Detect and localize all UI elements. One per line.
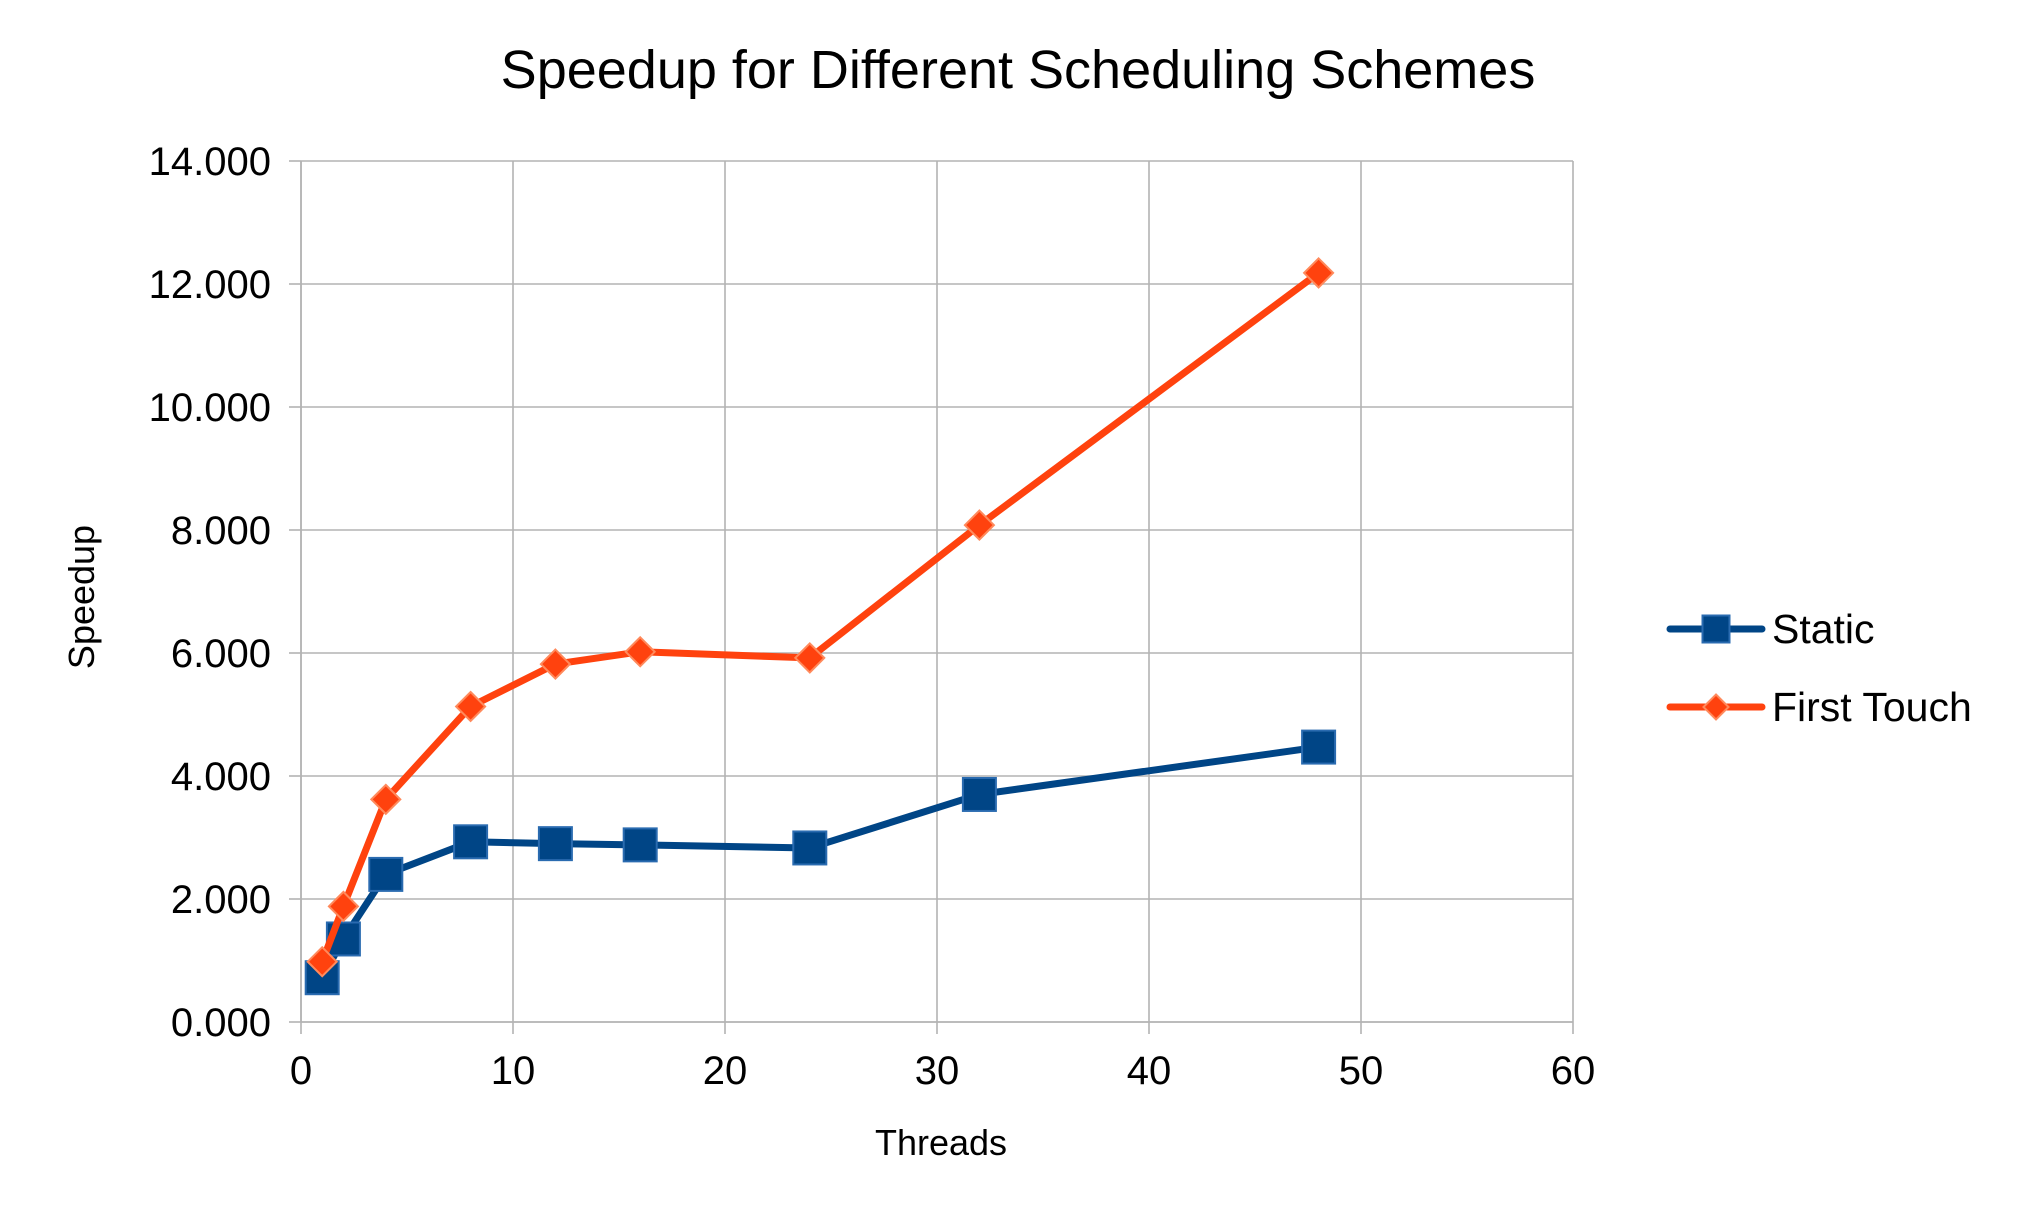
series-group xyxy=(304,257,1337,996)
x-tick-label: 60 xyxy=(1551,1049,1596,1093)
y-axis-title: Speedup xyxy=(61,525,102,669)
chart-title: Speedup for Different Scheduling Schemes xyxy=(501,40,1536,100)
data-point-first-touch xyxy=(306,945,339,978)
axes: 0.000 2.000 4.000 6.000 8.000 10.000 12.000 14.… xyxy=(149,140,1596,1093)
data-point-first-touch xyxy=(454,690,487,723)
x-tick-label: 20 xyxy=(703,1049,748,1093)
y-tick-label: 12.000 xyxy=(149,263,271,307)
series-static xyxy=(304,729,1337,996)
data-point-static xyxy=(1301,729,1337,765)
data-point-static xyxy=(792,830,828,866)
y-tick-label: 0.000 xyxy=(171,1001,271,1045)
data-point-static xyxy=(622,827,658,863)
y-tick-label: 2.000 xyxy=(171,878,271,922)
y-tick-label: 8.000 xyxy=(171,509,271,553)
legend-item-first-touch: First Touch xyxy=(1666,684,1972,730)
legend-label: First Touch xyxy=(1772,684,1972,730)
data-point-first-touch xyxy=(327,890,360,923)
data-point-first-touch xyxy=(369,783,402,816)
data-point-static xyxy=(961,776,997,812)
data-point-first-touch xyxy=(624,635,657,668)
legend: Static First Touch xyxy=(1666,606,1972,730)
x-tick-label: 30 xyxy=(915,1049,960,1093)
y-tick-label: 4.000 xyxy=(171,755,271,799)
data-point-first-touch xyxy=(963,509,996,541)
x-tick-label: 40 xyxy=(1127,1049,1172,1093)
legend-item-static: Static xyxy=(1666,606,1875,652)
data-point-first-touch xyxy=(539,648,572,680)
y-tick-label: 6.000 xyxy=(171,632,271,676)
y-tick-label: 10.000 xyxy=(149,386,271,430)
data-point-first-touch xyxy=(793,642,826,674)
data-point-first-touch xyxy=(1302,257,1335,289)
gridlines xyxy=(300,160,1574,1023)
legend-marker xyxy=(1702,693,1730,721)
x-axis-title: Threads xyxy=(875,1122,1007,1163)
data-point-static xyxy=(368,856,404,892)
data-point-static xyxy=(453,824,489,860)
y-tick-label: 14.000 xyxy=(149,140,271,184)
series-first-touch xyxy=(306,257,1335,978)
x-tick-label: 10 xyxy=(491,1049,536,1093)
data-point-static xyxy=(304,960,340,996)
legend-label: Static xyxy=(1772,606,1875,652)
x-tick-label: 50 xyxy=(1339,1049,1384,1093)
legend-marker xyxy=(1701,614,1731,644)
x-tick-label: 0 xyxy=(290,1049,312,1093)
data-point-static xyxy=(537,826,573,862)
